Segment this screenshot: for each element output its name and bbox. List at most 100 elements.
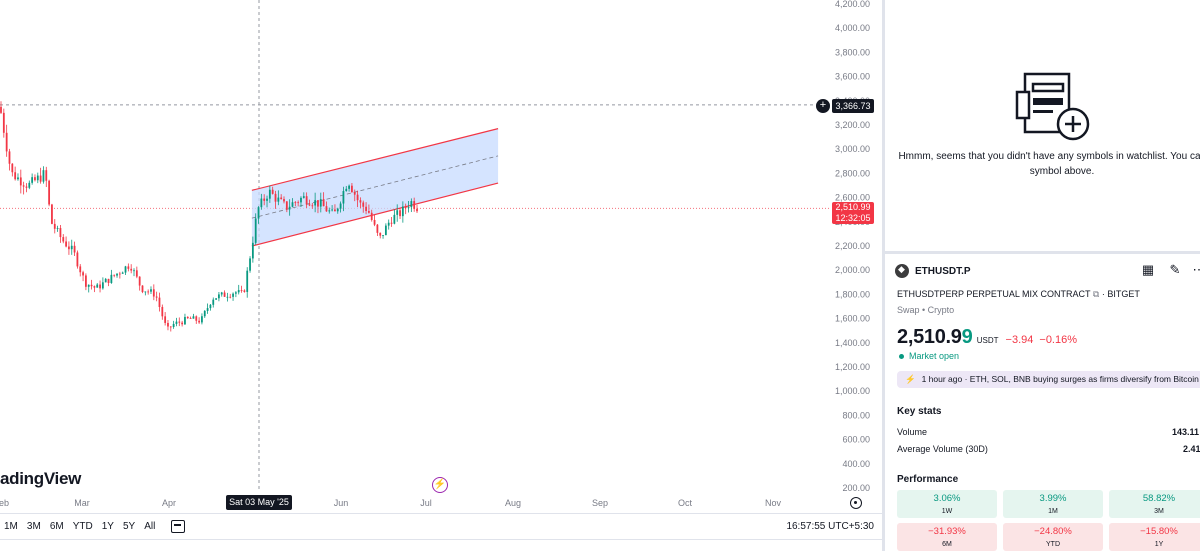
candle-body	[62, 237, 65, 242]
performance-cell-6m[interactable]: −31.93% 6M	[897, 523, 997, 551]
add-alert-icon[interactable]: +	[816, 99, 830, 113]
performance-label: 1M	[1048, 508, 1058, 515]
candle-body	[356, 194, 359, 201]
candle-body	[96, 284, 99, 288]
candle-body	[73, 245, 76, 253]
candle-body	[268, 189, 271, 199]
candle-body	[19, 177, 22, 186]
scale-settings-icon[interactable]	[850, 497, 862, 509]
more-icon[interactable]: ⋯	[1192, 263, 1200, 277]
performance-cell-1w[interactable]: 3.06% 1W	[897, 490, 997, 518]
performance-value: −24.80%	[1034, 526, 1072, 537]
candle-body	[215, 298, 217, 300]
candle-body	[322, 199, 325, 207]
performance-cell-3m[interactable]: 58.82% 3M	[1109, 490, 1200, 518]
price-value: 2,510.9	[897, 326, 962, 348]
candle-body	[85, 275, 87, 287]
range-all-button[interactable]: All	[144, 521, 156, 532]
candle-body	[155, 296, 158, 298]
stat-value-avg-volume: 2.41	[1183, 444, 1200, 454]
bottom-toolbar: 1M 3M 6M YTD 1Y 5Y All 16:57:55 UTC+5:30	[0, 513, 882, 539]
price-tick-label: 2,600.00	[835, 193, 870, 203]
candle-body	[118, 273, 121, 275]
candle-body	[396, 210, 399, 215]
clock[interactable]: 16:57:55 UTC+5:30	[786, 521, 874, 532]
price-tick-label: 400.00	[842, 459, 870, 469]
panel-divider	[885, 251, 1200, 254]
candle-body	[410, 201, 413, 208]
candle-body	[113, 274, 116, 276]
date-range-icon[interactable]	[171, 520, 186, 533]
candle-body	[82, 272, 84, 276]
price-chart[interactable]: 4,200.004,000.003,800.003,600.003,400.00…	[0, 0, 882, 512]
price-tick-label: 800.00	[842, 410, 870, 420]
candle-body	[218, 294, 220, 299]
exchange-name[interactable]: · BITGET	[1101, 289, 1140, 299]
last-price-label: 2,510.99 12:32:05	[832, 202, 874, 224]
price-tick-label: 600.00	[842, 435, 870, 445]
candle-body	[251, 242, 254, 259]
market-status-text: Market open	[909, 351, 960, 361]
candle-body	[101, 282, 104, 289]
candle-body	[34, 177, 36, 181]
candle-body	[393, 214, 396, 224]
price-tick-label: 1,200.00	[835, 362, 870, 372]
candle-body	[234, 292, 237, 294]
news-headline[interactable]: ⚡ 1 hour ago · ETH, SOL, BNB buying surge…	[897, 371, 1200, 388]
candle-body	[229, 296, 232, 298]
last-price-value: 2,510.99	[835, 202, 871, 212]
symbol-header[interactable]: ETHUSDT.P	[895, 264, 971, 278]
performance-value: 3.06%	[933, 493, 961, 504]
range-3m-button[interactable]: 3M	[26, 521, 41, 532]
candle-body	[104, 278, 107, 283]
candle-body	[186, 316, 189, 319]
edit-icon[interactable]: ✎	[1169, 262, 1181, 277]
candle-body	[373, 219, 376, 225]
range-ytd-button[interactable]: YTD	[72, 521, 93, 532]
range-5y-button[interactable]: 5Y	[122, 521, 136, 532]
performance-cell-1y[interactable]: −15.80% 1Y	[1109, 523, 1200, 551]
candle-body	[345, 188, 348, 192]
candle-body	[376, 224, 379, 233]
candle-body	[172, 323, 175, 327]
candle-body	[121, 272, 124, 274]
candle-body	[365, 206, 367, 211]
candle-body	[294, 202, 297, 204]
contract-name: ETHUSDTPERP PERPETUAL MIX CONTRACT	[897, 289, 1091, 299]
candle-body	[370, 212, 373, 220]
candle-body	[342, 191, 345, 204]
candle-body	[223, 292, 226, 297]
candle-body	[56, 228, 59, 229]
grid-icon[interactable]: ▦	[1141, 262, 1155, 277]
candle-body	[240, 290, 243, 291]
candle-body	[68, 246, 70, 250]
price-currency: USDT	[976, 336, 999, 345]
external-link-icon[interactable]: ⧉	[1092, 289, 1100, 299]
candle-body	[362, 202, 365, 207]
performance-cell-1m[interactable]: 3.99% 1M	[1003, 490, 1103, 518]
crosshair-date-label: Sat 03 May '25	[226, 495, 292, 510]
candle-body	[152, 289, 155, 297]
range-1y-button[interactable]: 1Y	[101, 521, 114, 532]
lightning-icon[interactable]: ⚡	[432, 477, 448, 493]
bottom-strip	[0, 539, 882, 551]
symbol-name[interactable]: ETHUSDT.P	[915, 265, 971, 277]
price-change-percent: −0.16%	[1039, 334, 1078, 346]
range-6m-button[interactable]: 6M	[49, 521, 64, 532]
candle-body	[209, 304, 212, 309]
candle-body	[401, 206, 404, 217]
chart-pane[interactable]: 4,200.004,000.003,800.003,600.003,400.00…	[0, 0, 882, 512]
candle-body	[368, 210, 370, 213]
candle-body	[260, 198, 263, 208]
price-tick-label: 2,000.00	[835, 265, 870, 275]
date-tick-label: Nov	[765, 498, 782, 508]
crosshair-price-label: 3,366.73	[832, 99, 874, 113]
performance-cell-ytd[interactable]: −24.80% YTD	[1003, 523, 1103, 551]
candle-body	[22, 185, 25, 187]
candle-body	[305, 196, 308, 205]
candle-body	[141, 285, 144, 293]
candle-body	[351, 185, 353, 193]
candle-body	[220, 292, 223, 295]
candle-body	[325, 206, 328, 212]
range-1m-button[interactable]: 1M	[4, 521, 18, 532]
